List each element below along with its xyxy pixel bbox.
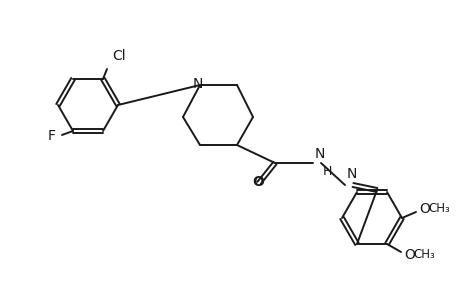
Text: Cl: Cl xyxy=(112,49,125,63)
Text: CH₃: CH₃ xyxy=(427,202,449,215)
Text: H: H xyxy=(322,165,332,178)
Text: O: O xyxy=(403,248,414,262)
Text: O: O xyxy=(252,175,263,189)
Text: N: N xyxy=(192,77,203,91)
Text: CH₃: CH₃ xyxy=(412,248,434,262)
Text: N: N xyxy=(314,147,325,161)
Text: N: N xyxy=(346,167,357,181)
Text: O: O xyxy=(418,202,429,216)
Text: F: F xyxy=(48,129,56,143)
